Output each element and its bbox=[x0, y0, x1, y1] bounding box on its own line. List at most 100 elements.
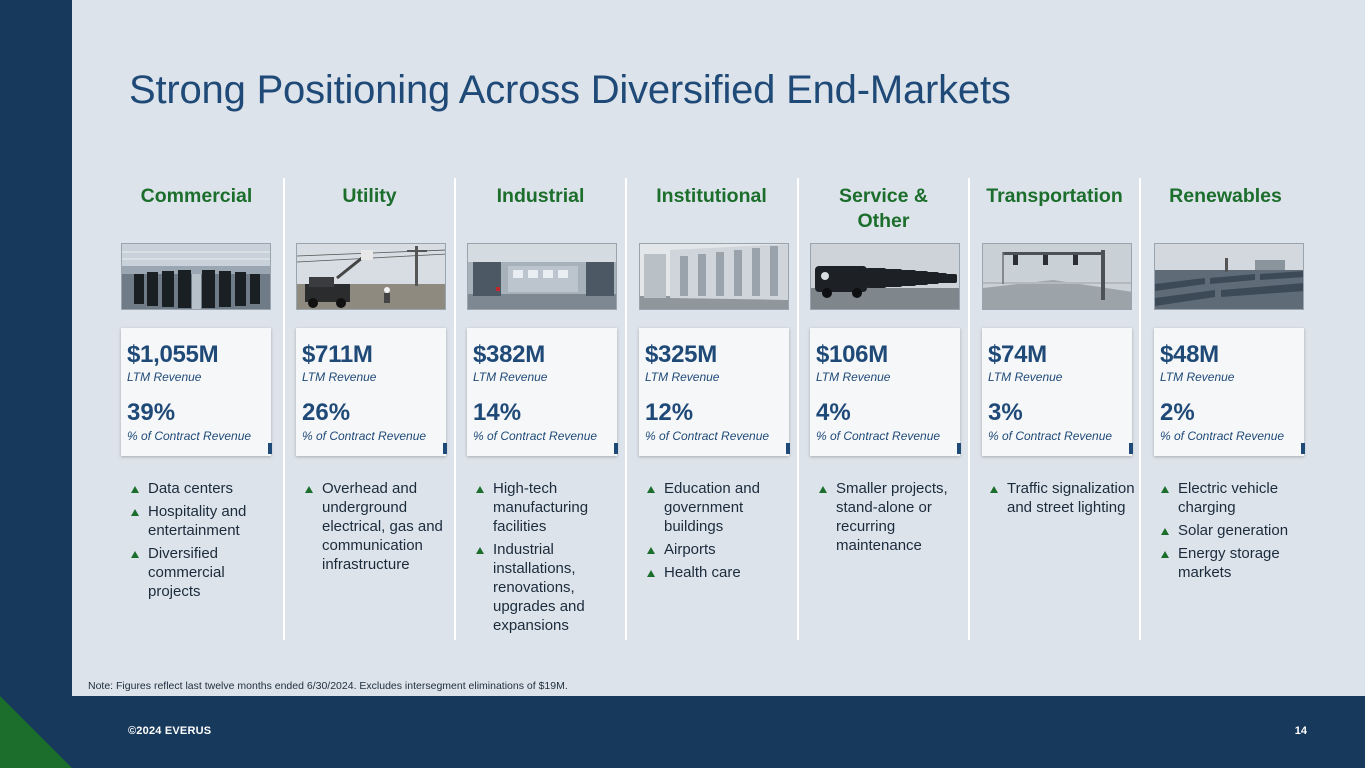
ltm-revenue-value: $711M bbox=[302, 341, 373, 368]
segment-heading: Transportation bbox=[986, 185, 1123, 207]
contract-revenue-label: % of Contract Revenue bbox=[1160, 429, 1285, 443]
contract-revenue-percent: 3% bbox=[988, 399, 1023, 426]
revenue-card: $1,055M LTM Revenue 39% % of Contract Re… bbox=[121, 328, 272, 456]
triangle-bullet-icon bbox=[305, 486, 313, 493]
list-item: Solar generation bbox=[1158, 521, 1308, 540]
list-item: Diversified commercial projects bbox=[128, 544, 278, 601]
triangle-bullet-icon bbox=[990, 486, 998, 493]
list-item: Traffic signalization and street lightin… bbox=[987, 479, 1137, 517]
bullet-list: Overhead and underground electrical, gas… bbox=[302, 479, 452, 578]
revenue-card: $711M LTM Revenue 26% % of Contract Reve… bbox=[296, 328, 447, 456]
bullet-list: High-tech manufacturing facilities Indus… bbox=[473, 479, 623, 639]
contract-revenue-label: % of Contract Revenue bbox=[645, 429, 770, 443]
page-number: 14 bbox=[1294, 725, 1307, 737]
triangle-bullet-icon bbox=[131, 509, 139, 516]
card-tab-marker bbox=[614, 443, 618, 454]
triangle-bullet-icon bbox=[131, 551, 139, 558]
revenue-card: $74M LTM Revenue 3% % of Contract Revenu… bbox=[982, 328, 1133, 456]
triangle-bullet-icon bbox=[476, 486, 484, 493]
list-item: Smaller projects, stand-alone or recurri… bbox=[816, 479, 966, 555]
triangle-bullet-icon bbox=[647, 486, 655, 493]
revenue-card: $325M LTM Revenue 12% % of Contract Reve… bbox=[639, 328, 790, 456]
ltm-revenue-label: LTM Revenue bbox=[1160, 370, 1235, 384]
list-item: Health care bbox=[644, 563, 794, 582]
ltm-revenue-value: $382M bbox=[473, 341, 545, 368]
segment-heading: Renewables bbox=[1169, 185, 1282, 207]
segment-column-service-other: Service & Other $106M LTM Revenue 4% % o… bbox=[797, 178, 968, 640]
contract-revenue-percent: 39% bbox=[127, 399, 176, 426]
contract-revenue-label: % of Contract Revenue bbox=[816, 429, 941, 443]
revenue-card: $106M LTM Revenue 4% % of Contract Reven… bbox=[810, 328, 961, 456]
segment-heading: Institutional bbox=[656, 185, 767, 207]
ltm-revenue-value: $106M bbox=[816, 341, 888, 368]
segment-heading: Utility bbox=[342, 185, 397, 207]
triangle-bullet-icon bbox=[1161, 551, 1169, 558]
ltm-revenue-label: LTM Revenue bbox=[127, 370, 202, 384]
footer-bar bbox=[0, 696, 1365, 768]
page-title: Strong Positioning Across Diversified En… bbox=[129, 68, 1011, 112]
bullet-list: Smaller projects, stand-alone or recurri… bbox=[816, 479, 966, 559]
contract-revenue-label: % of Contract Revenue bbox=[473, 429, 598, 443]
solar-field-photo bbox=[1154, 243, 1304, 310]
segment-heading: Industrial bbox=[496, 185, 585, 207]
list-item: Airports bbox=[644, 540, 794, 559]
revenue-card: $382M LTM Revenue 14% % of Contract Reve… bbox=[467, 328, 618, 456]
utility-lineworkers-photo bbox=[296, 243, 446, 310]
revenue-card: $48M LTM Revenue 2% % of Contract Revenu… bbox=[1154, 328, 1305, 456]
list-item: Hospitality and entertainment bbox=[128, 502, 278, 540]
list-item: Data centers bbox=[128, 479, 278, 498]
footnote: Note: Figures reflect last twelve months… bbox=[88, 680, 568, 692]
list-item: Electric vehicle charging bbox=[1158, 479, 1308, 517]
list-item: Energy storage markets bbox=[1158, 544, 1308, 582]
contract-revenue-percent: 26% bbox=[302, 399, 351, 426]
contract-revenue-label: % of Contract Revenue bbox=[988, 429, 1113, 443]
bullet-list: Traffic signalization and street lightin… bbox=[987, 479, 1137, 521]
segment-column-industrial: Industrial $382M LTM Revenue 14% % of Co… bbox=[454, 178, 625, 640]
card-tab-marker bbox=[443, 443, 447, 454]
triangle-bullet-icon bbox=[647, 570, 655, 577]
industrial-facility-photo bbox=[467, 243, 617, 310]
list-item: High-tech manufacturing facilities bbox=[473, 479, 623, 536]
contract-revenue-percent: 14% bbox=[473, 399, 522, 426]
corner-triangle-accent bbox=[0, 696, 72, 768]
card-tab-marker bbox=[957, 443, 961, 454]
list-item: Industrial installations, renovations, u… bbox=[473, 540, 623, 635]
institutional-building-photo bbox=[639, 243, 789, 310]
ltm-revenue-label: LTM Revenue bbox=[473, 370, 548, 384]
bullet-list: Electric vehicle charging Solar generati… bbox=[1158, 479, 1308, 586]
segment-column-transportation: Transportation $74M LTM Revenue 3% % of … bbox=[968, 178, 1139, 640]
data-center-photo bbox=[121, 243, 271, 310]
card-tab-marker bbox=[1129, 443, 1133, 454]
triangle-bullet-icon bbox=[476, 547, 484, 554]
triangle-bullet-icon bbox=[131, 486, 139, 493]
footer-copyright: ©2024 EVERUS bbox=[128, 725, 212, 737]
traffic-signal-photo bbox=[982, 243, 1132, 310]
ltm-revenue-value: $325M bbox=[645, 341, 717, 368]
list-item: Overhead and underground electrical, gas… bbox=[302, 479, 452, 574]
left-accent-bar bbox=[0, 0, 72, 768]
segment-column-renewables: Renewables $48M LTM Revenue 2% % of Cont… bbox=[1139, 178, 1310, 640]
contract-revenue-label: % of Contract Revenue bbox=[127, 429, 252, 443]
ltm-revenue-label: LTM Revenue bbox=[816, 370, 891, 384]
triangle-bullet-icon bbox=[647, 547, 655, 554]
segment-heading: Commercial bbox=[140, 185, 253, 207]
bullet-list: Education and government buildings Airpo… bbox=[644, 479, 794, 586]
card-tab-marker bbox=[268, 443, 272, 454]
triangle-bullet-icon bbox=[1161, 486, 1169, 493]
segment-column-institutional: Institutional $325M LTM Revenue 12% % of… bbox=[625, 178, 796, 640]
bullet-list: Data centers Hospitality and entertainme… bbox=[128, 479, 278, 605]
card-tab-marker bbox=[786, 443, 790, 454]
segment-column-commercial: Commercial $1,055M LTM Revenue 39% % of … bbox=[111, 178, 282, 640]
card-tab-marker bbox=[1301, 443, 1305, 454]
segment-heading: Service & Other bbox=[839, 185, 928, 232]
segment-column-utility: Utility $711M LTM Revenue 26% % of Contr… bbox=[283, 178, 454, 640]
list-item: Education and government buildings bbox=[644, 479, 794, 536]
contract-revenue-label: % of Contract Revenue bbox=[302, 429, 427, 443]
contract-revenue-percent: 2% bbox=[1160, 399, 1195, 426]
ltm-revenue-label: LTM Revenue bbox=[645, 370, 720, 384]
ltm-revenue-label: LTM Revenue bbox=[988, 370, 1063, 384]
ltm-revenue-value: $48M bbox=[1160, 341, 1219, 368]
ltm-revenue-value: $74M bbox=[988, 341, 1047, 368]
ltm-revenue-value: $1,055M bbox=[127, 341, 219, 368]
triangle-bullet-icon bbox=[1161, 528, 1169, 535]
